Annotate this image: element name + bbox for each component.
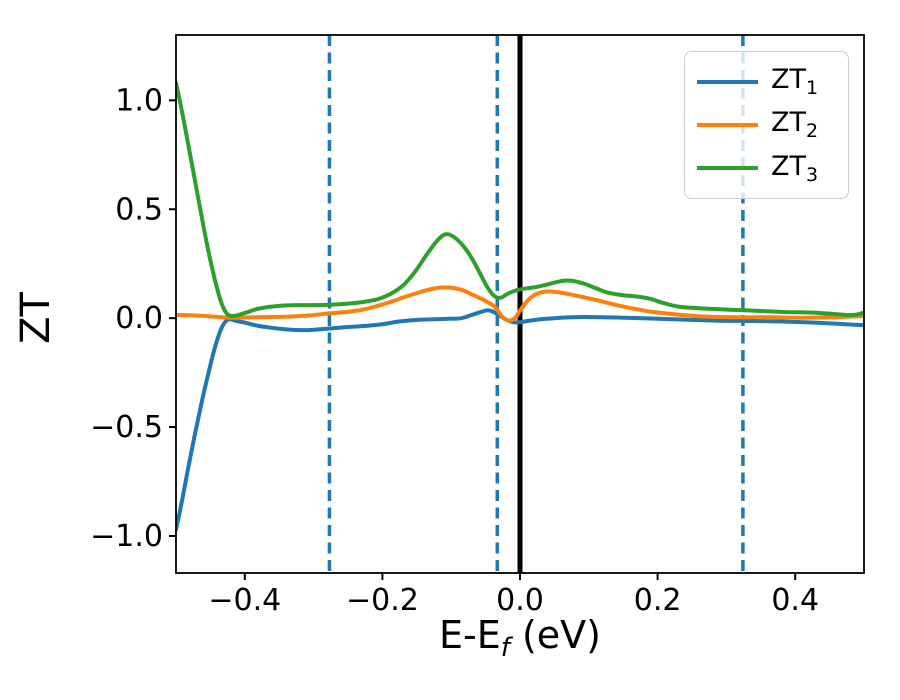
legend-label: ZT2 bbox=[771, 107, 819, 143]
y-tick-label-0: −1.0 bbox=[90, 519, 163, 554]
legend-item-zt2: ZT2 bbox=[697, 107, 836, 142]
zt3-line bbox=[176, 80, 864, 319]
y-tick-label-2: 0.0 bbox=[115, 301, 163, 336]
legend: ZT1 ZT2 ZT3 bbox=[684, 51, 849, 199]
x-tick-label-0: −0.4 bbox=[208, 583, 281, 618]
x-axis-label: E-Ef (eV) bbox=[176, 613, 864, 663]
y-tick-label-3: 0.5 bbox=[115, 192, 163, 227]
legend-label: ZT1 bbox=[771, 64, 819, 100]
y-tick-label-1: −0.5 bbox=[90, 410, 163, 445]
x-tick-label-3: 0.2 bbox=[634, 583, 682, 618]
x-tick-label-1: −0.2 bbox=[346, 583, 419, 618]
x-tick-label-2: 0.0 bbox=[496, 583, 544, 618]
legend-label: ZT3 bbox=[771, 150, 819, 186]
y-tick-label-4: 1.0 bbox=[115, 83, 163, 118]
zt2-line bbox=[176, 285, 864, 323]
legend-line-swatch bbox=[697, 166, 758, 171]
legend-item-zt1: ZT1 bbox=[697, 64, 836, 99]
x-axis-label-sub: f bbox=[500, 633, 510, 663]
legend-item-zt3: ZT3 bbox=[697, 151, 836, 186]
legend-line-swatch bbox=[697, 122, 758, 127]
x-tick-label-4: 0.4 bbox=[771, 583, 819, 618]
legend-line-swatch bbox=[697, 79, 758, 84]
x-axis-label-pre: E-E bbox=[439, 613, 501, 657]
x-axis-label-post: (eV) bbox=[509, 613, 601, 657]
